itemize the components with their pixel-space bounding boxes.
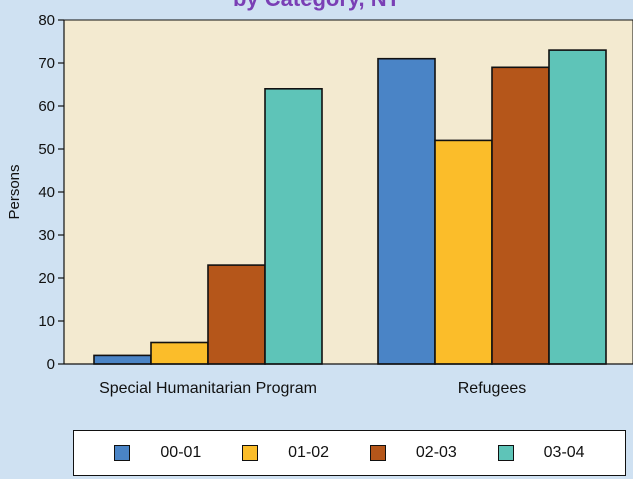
legend-label: 00-01 — [160, 444, 202, 461]
legend-swatch — [497, 445, 514, 461]
legend-label: 03-04 — [543, 444, 585, 461]
y-tick-label: 20 — [38, 270, 55, 287]
legend-swatch — [114, 445, 131, 461]
y-tick-label: 60 — [38, 98, 55, 115]
legend-item-01-02: 01-02 — [242, 444, 329, 462]
chart-title: by Category, NT — [0, 0, 633, 12]
bars-group — [93, 49, 607, 365]
bar-03-04-special-humanitarian-program — [264, 88, 323, 365]
legend-item-03-04: 03-04 — [497, 444, 585, 462]
legend-label: 01-02 — [288, 444, 330, 461]
legend-swatch — [369, 445, 386, 461]
bar-00-01-refugees — [377, 57, 436, 365]
legend: 00-01 01-02 02-03 03-04 — [73, 430, 626, 476]
axes-group: 0 10 20 30 40 50 60 70 80 Special Humanitarian Pr… — [38, 12, 633, 397]
bar-03-04-refugees — [548, 49, 607, 365]
y-tick-label: 80 — [38, 12, 55, 29]
y-tick-label: 50 — [38, 141, 55, 158]
y-tick-label: 30 — [38, 227, 55, 244]
y-tick-label: 70 — [38, 55, 55, 72]
bar-02-03-refugees — [491, 66, 550, 365]
legend-label: 02-03 — [415, 444, 457, 461]
x-tick-label: Refugees — [458, 380, 527, 397]
y-tick-label: 0 — [47, 356, 55, 373]
bar-00-01-special-humanitarian-program — [93, 354, 152, 365]
y-tick-label: 10 — [38, 313, 55, 330]
y-tick-label: 40 — [38, 184, 55, 201]
bar-02-03-special-humanitarian-program — [207, 264, 266, 365]
legend-item-02-03: 02-03 — [369, 444, 457, 462]
bar-01-02-refugees — [434, 139, 493, 365]
x-tick-label: Special Humanitarian Program — [99, 380, 317, 397]
y-axis-label: Persons — [6, 164, 23, 219]
legend-item-00-01: 00-01 — [114, 444, 201, 462]
legend-swatch — [242, 445, 259, 461]
bar-01-02-special-humanitarian-program — [150, 341, 209, 365]
